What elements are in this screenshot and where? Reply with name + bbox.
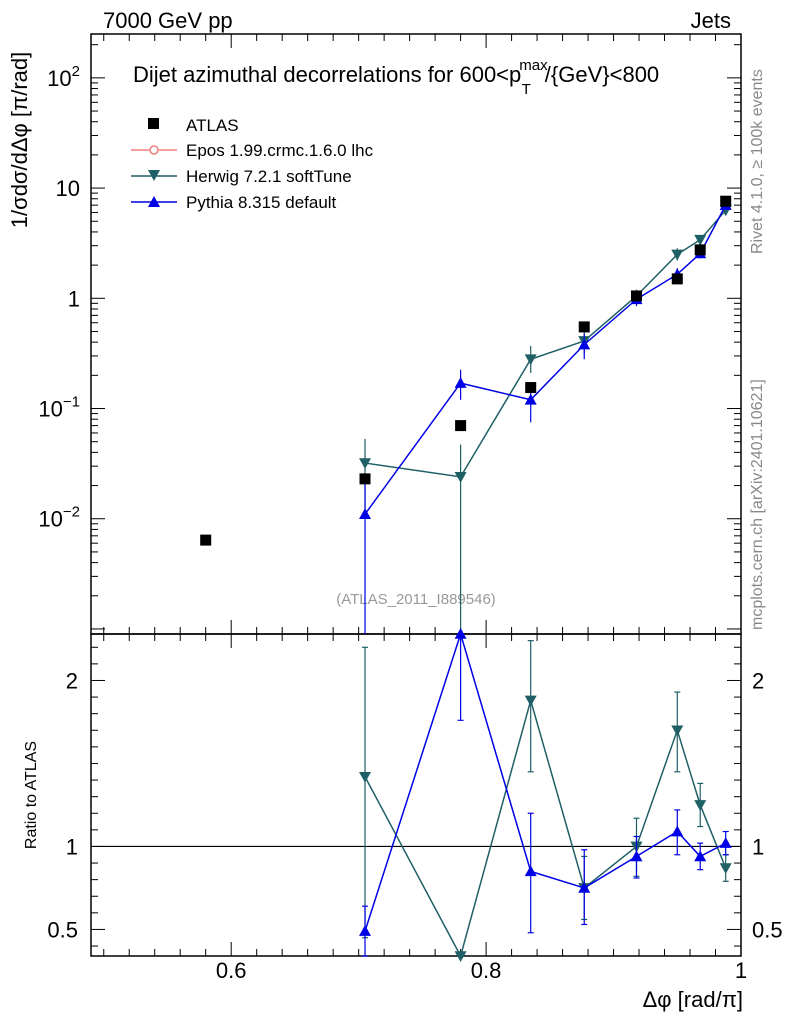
chart-title: Dijet azimuthal decorrelations for 600<p… (133, 57, 659, 98)
legend-label-herwig: Herwig 7.2.1 softTune (186, 167, 352, 186)
atlas-data-point (359, 473, 371, 485)
pythia-main-point (454, 377, 467, 388)
ratio-tick-label-right: 2 (752, 668, 764, 693)
x-tick-label: 0.8 (471, 958, 502, 983)
pythia-ratio-point (694, 850, 707, 862)
legend-marker-herwig (148, 170, 160, 181)
x-tick-label: 0.6 (216, 958, 247, 983)
x-axis-label: Δφ [rad/π] (643, 987, 743, 1012)
legend-label-atlas: ATLAS (186, 116, 239, 135)
y-tick-label: 10 (56, 176, 80, 201)
legend-marker-epos (149, 145, 159, 155)
herwig-ratio-point (454, 951, 467, 962)
side-text-rivet: Rivet 4.1.0, ≥ 100k events (749, 69, 766, 254)
legend: ATLAS Epos 1.99.crmc.1.6.0 lhc Herwig 7.… (131, 116, 374, 212)
ratio-tick-label-right: 0.5 (752, 917, 783, 942)
ratio-panel-data (91, 628, 741, 962)
atlas-data-point (200, 534, 212, 546)
chart-title-sup: max (519, 57, 548, 74)
pythia-ratio-line (364, 631, 727, 932)
herwig-ratio-point (694, 800, 707, 811)
pythia-ratio-point (630, 850, 643, 862)
herwig-main-point (671, 249, 684, 261)
pythia-ratio-point (359, 925, 372, 936)
herwig-main-point (524, 354, 537, 366)
atlas-data-point (578, 321, 590, 333)
chart-title-main: Dijet azimuthal decorrelations for 600<p (133, 62, 521, 87)
atlas-data-point (671, 273, 683, 285)
pythia-main-point (359, 508, 372, 519)
herwig-ratio-point (671, 725, 684, 737)
atlas-data-point (720, 195, 732, 207)
y-tick-label: 1 (68, 286, 80, 311)
atlas-data-point (694, 244, 706, 256)
legend-marker-pythia (148, 196, 160, 207)
atlas-data-point (630, 290, 642, 302)
herwig-ratio-point (359, 771, 372, 783)
y-axis-label: 1/σdσ/dΔφ [π/rad] (7, 52, 32, 228)
herwig-main-point (359, 458, 372, 470)
pythia-ratio-point (578, 881, 591, 893)
pythia-ratio-point (719, 837, 732, 848)
atlas-data-point (455, 420, 467, 432)
side-text-mcplots: mcplots.cern.ch [arXiv:2401.10621] (749, 379, 766, 630)
ratio-y-axis-label: Ratio to ATLAS (23, 741, 40, 849)
herwig-ratio-point (719, 863, 732, 875)
y-tick-label: 10−2 (38, 504, 80, 532)
ratio-tick-label-left: 1 (66, 834, 78, 859)
ratio-tick-label-left: 2 (66, 668, 78, 693)
pythia-main-point (578, 338, 591, 350)
header-left: 7000 GeV pp (103, 8, 233, 33)
pythia-main-line (364, 204, 727, 515)
chart-title-sub: T (522, 81, 531, 98)
herwig-ratio-line (364, 697, 727, 959)
x-tick-label: 1 (735, 958, 747, 983)
y-tick-label: 102 (47, 63, 80, 91)
main-panel-data (200, 195, 732, 634)
legend-label-epos: Epos 1.99.crmc.1.6.0 lhc (186, 141, 374, 160)
legend-marker-atlas (148, 118, 159, 129)
chart-title-rest: /{GeV}<800 (545, 62, 659, 87)
pythia-ratio-point (454, 628, 467, 639)
pythia-main-point (524, 393, 537, 405)
herwig-main-point (694, 234, 707, 246)
legend-label-pythia: Pythia 8.315 default (186, 193, 337, 212)
analysis-id: (ATLAS_2011_I889546) (336, 591, 496, 608)
pythia-ratio-point (524, 865, 537, 877)
header-right: Jets (691, 8, 731, 33)
herwig-main-line (364, 209, 727, 478)
y-tick-label: 10−1 (38, 394, 80, 422)
herwig-ratio-point (524, 695, 537, 707)
atlas-data-point (525, 382, 537, 394)
ratio-tick-label-right: 1 (752, 834, 764, 859)
ratio-plot-frame (90, 633, 742, 957)
pythia-ratio-point (671, 825, 684, 837)
ratio-tick-label-left: 0.5 (47, 917, 78, 942)
herwig-main-point (454, 472, 467, 483)
